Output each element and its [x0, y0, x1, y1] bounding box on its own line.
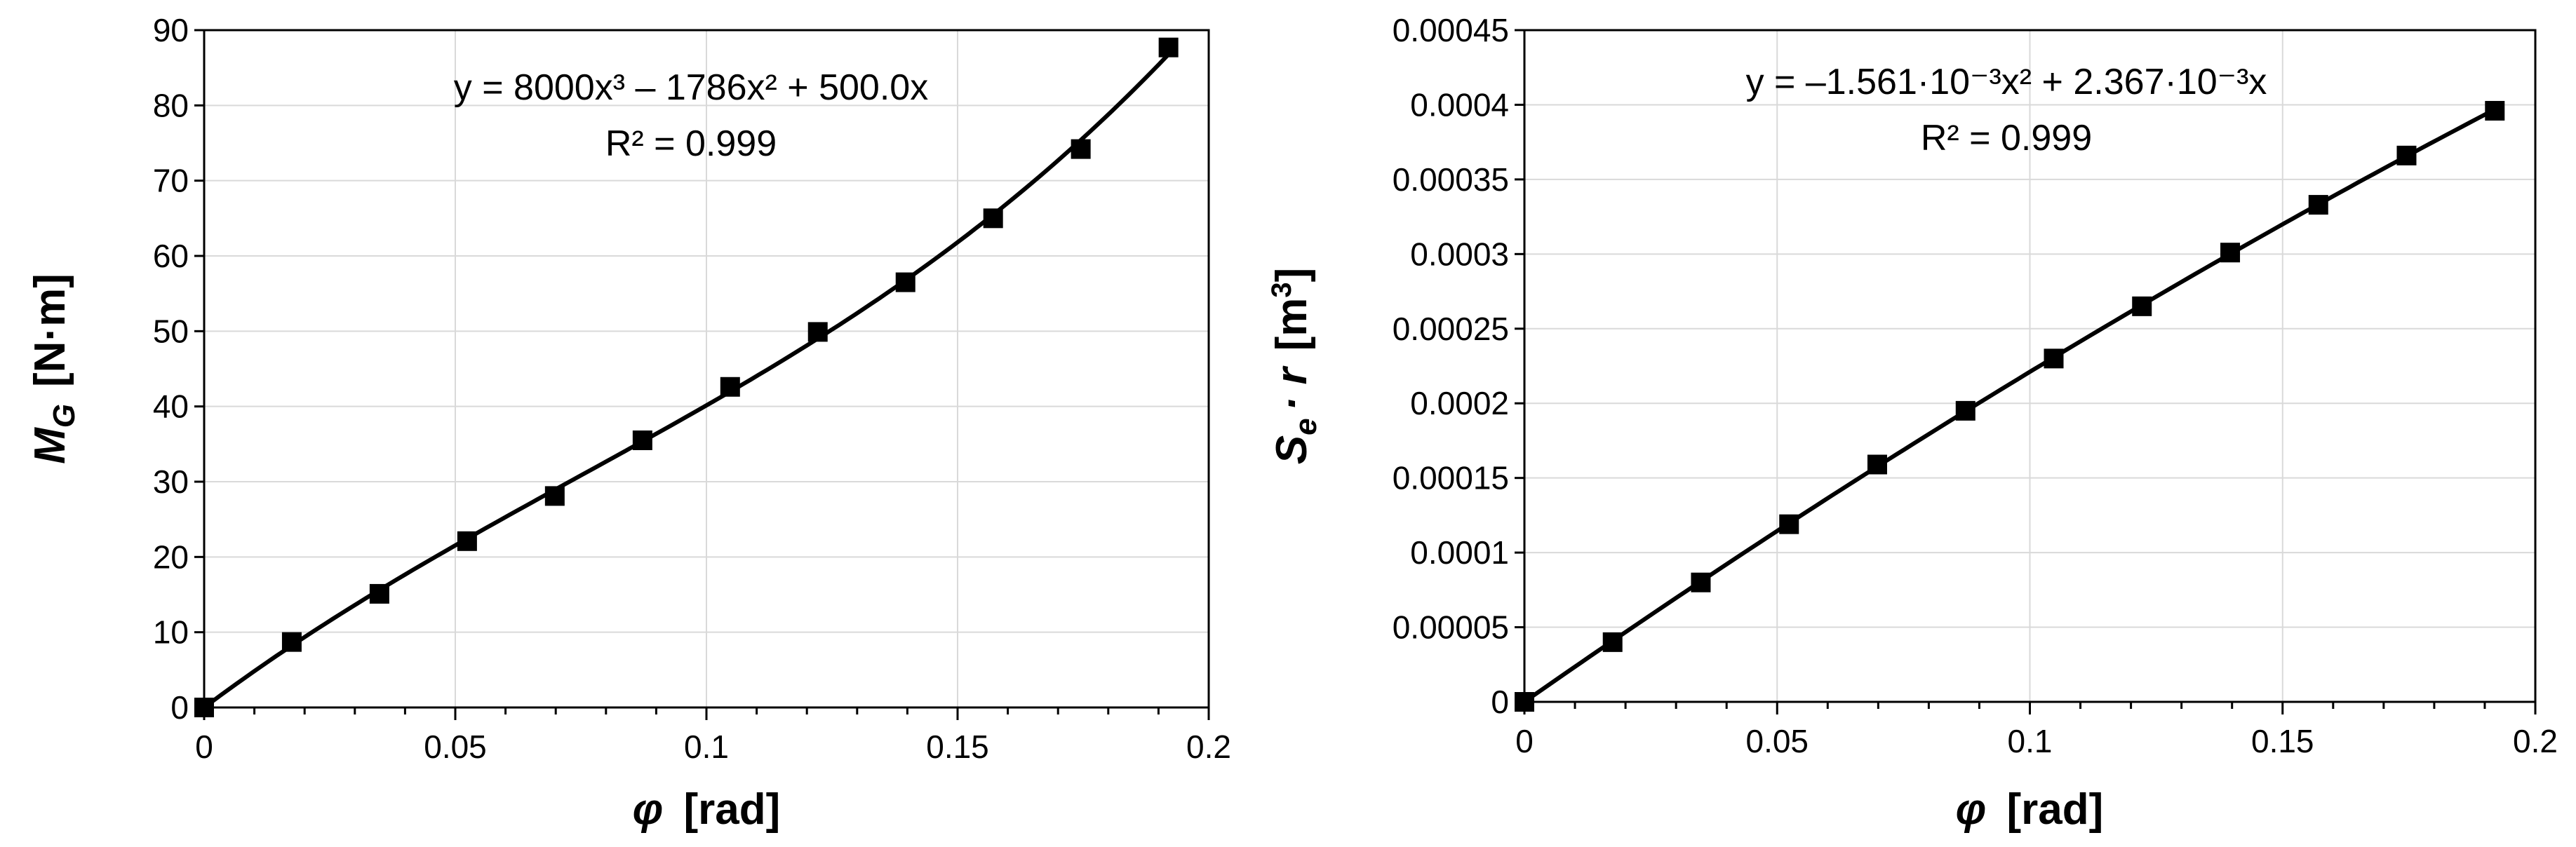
- left-data-point: [807, 322, 828, 342]
- left-data-point: [632, 430, 652, 450]
- left-trendline: [203, 53, 1170, 710]
- right-y-tick-label: 0.0001: [1410, 534, 1509, 571]
- left-x-tick-label: 0: [195, 729, 213, 765]
- chart-right-section: 0 0.05 0.1 0.15 0.2 0 0.00005 0.0001 0.00015 0.0…: [1266, 12, 2558, 834]
- left-data-point: [281, 632, 302, 652]
- right-y-tick-label: 0.0002: [1410, 385, 1509, 421]
- left-data-point: [1158, 37, 1179, 57]
- left-data-point: [1071, 139, 1091, 159]
- right-y-tick-label: 0: [1491, 684, 1509, 720]
- left-x-axis-title: φ [rad]: [633, 785, 781, 834]
- left-y-axis-title: MG[N·m]: [26, 273, 81, 464]
- left-y-tick-label: 10: [153, 614, 189, 651]
- right-y-axis-title: Se· r[m3]: [1266, 268, 1323, 465]
- right-x-tick-label: 0.2: [2513, 723, 2558, 759]
- right-x-tick-label: 0.05: [1745, 723, 1809, 759]
- right-data-point: [2485, 100, 2505, 121]
- right-data-point: [1602, 632, 1623, 652]
- left-y-tick-label: 30: [153, 463, 189, 500]
- right-equation: y = –1.561·10⁻³x² + 2.367·10⁻³x: [1746, 62, 2267, 102]
- right-x-ticks: 0 0.05 0.1 0.15 0.2: [1515, 702, 2558, 759]
- left-y-tick-label: 80: [153, 87, 189, 123]
- right-y-tick-label: 0.00025: [1393, 311, 1509, 347]
- left-x-tick-label: 0.2: [1186, 729, 1231, 765]
- right-data-point: [2308, 195, 2328, 215]
- right-y-tick-label: 0.0004: [1410, 86, 1509, 123]
- left-data-point: [983, 208, 1003, 229]
- left-x-tick-label: 0.15: [926, 729, 989, 765]
- right-x-tick-label: 0: [1515, 723, 1534, 759]
- right-data-point: [2220, 243, 2241, 263]
- left-y-tick-label: 60: [153, 238, 189, 274]
- left-data-points: [194, 37, 1179, 717]
- left-x-ticks: 0 0.05 0.1 0.15 0.2: [195, 707, 1231, 765]
- left-y-tick-label: 50: [153, 313, 189, 349]
- right-x-tick-label: 0.1: [2008, 723, 2053, 759]
- left-y-ticks: 0 10 20 30 40 50 60 70 80 90: [153, 12, 204, 726]
- left-x-tick-label: 0.05: [424, 729, 487, 765]
- right-data-point: [1515, 692, 1534, 712]
- right-data-point: [1779, 514, 1799, 534]
- right-y-tick-label: 0.0003: [1410, 236, 1509, 272]
- right-data-point: [2044, 348, 2064, 369]
- left-y-tick-label: 90: [153, 12, 189, 48]
- left-data-point: [369, 583, 389, 604]
- left-y-tick-label: 70: [153, 163, 189, 199]
- left-data-point: [720, 377, 740, 397]
- left-y-tick-label: 0: [170, 689, 189, 726]
- right-data-point: [1691, 572, 1711, 592]
- right-y-tick-label: 0.00045: [1393, 12, 1509, 48]
- right-data-point: [1867, 454, 1887, 475]
- right-grid: [1524, 30, 2535, 702]
- right-y-tick-label: 0.00015: [1393, 460, 1509, 496]
- left-data-point: [457, 531, 477, 551]
- right-data-point: [1955, 400, 1975, 421]
- right-x-tick-label: 0.15: [2251, 723, 2314, 759]
- left-x-tick-label: 0.1: [684, 729, 729, 765]
- right-data-point: [2396, 145, 2417, 165]
- right-y-tick-label: 0.00035: [1393, 161, 1509, 198]
- right-data-point: [2132, 296, 2152, 316]
- chart-left-moment: 0 0.05 0.1 0.15 0.2 0 10 20 30 40 50 60 70 80 90 y = …: [26, 12, 1231, 834]
- left-y-tick-label: 40: [153, 388, 189, 425]
- right-y-ticks: 0 0.00005 0.0001 0.00015 0.0002 0.00025 0.0003…: [1393, 12, 1524, 720]
- left-equation: y = 8000x³ – 1786x² + 500.0x: [454, 67, 928, 108]
- right-r-squared: R² = 0.999: [1921, 118, 2092, 158]
- right-trendline: [1523, 107, 2496, 704]
- right-x-axis-title: φ [rad]: [1956, 785, 2104, 834]
- left-data-point: [194, 698, 214, 717]
- right-data-points: [1515, 100, 2505, 712]
- left-y-tick-label: 20: [153, 538, 189, 575]
- right-y-tick-label: 0.00005: [1393, 609, 1509, 646]
- left-grid: [204, 30, 1209, 707]
- left-data-point: [544, 486, 565, 506]
- left-data-point: [895, 272, 915, 292]
- left-r-squared: R² = 0.999: [605, 123, 777, 164]
